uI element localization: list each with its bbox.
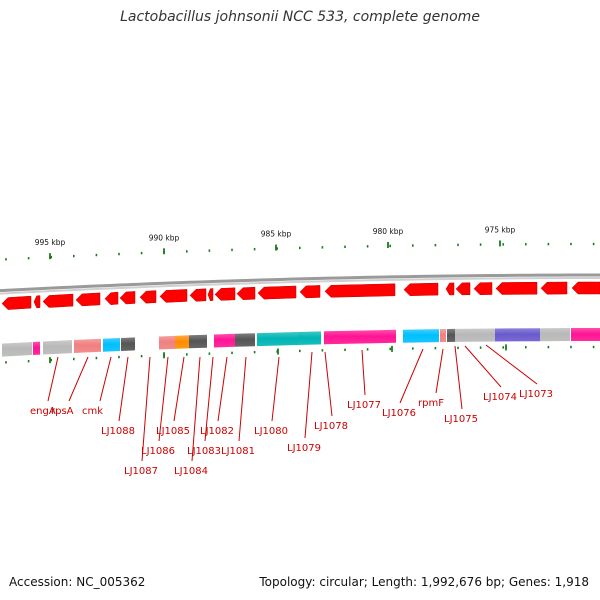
feature-bar [33,341,40,355]
feature-bar [189,334,207,349]
backbone-line-shadow [0,277,600,295]
gene-arrow [75,292,101,307]
feature-bar [2,342,32,357]
feature-bar [121,337,135,351]
line-LJ1079 [304,351,313,439]
gene-arrow [257,285,297,300]
feature-bar [447,328,455,342]
line-LJ1075 [454,345,463,410]
line-LJ1085 [173,356,185,422]
gene-label: LJ1083 [187,446,221,457]
gene-arrow [189,288,207,302]
feature-bar [103,338,120,352]
gene-label: LJ1080 [254,426,288,437]
gene-label: rpsA [51,406,74,417]
line-LJ1082 [217,356,228,422]
gene-label: rpmF [418,398,444,409]
gene-label: LJ1075 [444,414,478,425]
genome-title: Lactobacillus johnsonii NCC 533, complet… [120,9,480,25]
gene-arrow [42,293,74,308]
line-LJ1083 [204,356,214,442]
feature-bar [540,328,570,342]
line-LJ1084 [191,356,201,462]
gene-arrow [119,291,136,305]
gene-label: LJ1079 [287,443,321,454]
gene-arrow [1,295,32,310]
gene-arrow [324,283,396,298]
gene-arrow [207,288,214,301]
gene-arrow [104,291,119,305]
gene-label: LJ1088 [101,426,135,437]
line-LJ1081 [238,356,247,442]
gene-label: LJ1087 [124,466,158,477]
feature-bar [175,335,189,349]
gene-arrow [236,286,256,300]
feature-bar [214,333,235,348]
gene-arrow [214,287,236,301]
gene-arrow [495,281,538,295]
gene-label: LJ1076 [382,408,416,419]
line-LJ1078 [324,351,333,417]
line-LJ1080 [271,356,280,422]
feature-bar [257,332,298,347]
backbone-line [0,273,600,293]
gene-arrow [139,290,157,304]
gene-label: LJ1084 [174,466,208,477]
gene-label: LJ1086 [141,446,175,457]
line-LJ1088 [118,356,129,422]
feature-bar [235,333,255,347]
feature-bar [455,328,495,342]
line-LJ1077 [361,349,366,396]
gene-label: LJ1074 [483,392,517,403]
gene-arrow [299,285,321,299]
gene-label: engA [30,406,56,417]
gene-label: LJ1078 [314,421,348,432]
line-LJ1086 [158,356,169,442]
gene-label: cmk [82,406,103,417]
gene-arrow [403,282,439,296]
feature-bar [403,329,439,343]
gene-arrow [159,289,188,303]
line-rpmF [435,348,444,394]
line-cmk [99,356,112,402]
feature-bar [324,329,396,345]
feature-bar [571,328,600,341]
gene-arrow [473,282,493,295]
gene-label: LJ1077 [347,400,381,411]
gene-label: LJ1085 [156,426,190,437]
gene-label: LJ1081 [221,446,255,457]
scale-label: 995 kbp [35,238,66,247]
line-LJ1087 [141,356,151,462]
feature-bar [440,329,446,343]
scale-label: 975 kbp [485,225,516,234]
scale-label: 990 kbp [149,233,180,242]
line-LJ1076 [399,348,424,404]
gene-label: LJ1073 [519,389,553,400]
gene-arrow [455,282,471,296]
line-rpsA [68,356,89,402]
scale-label: 985 kbp [261,230,292,239]
line-engA [47,356,59,402]
line-LJ1073 [485,344,538,385]
feature-bar [43,340,72,355]
feature-bar [159,335,175,350]
line-LJ1074 [464,345,502,388]
gene-arrow [445,282,455,296]
feature-bar [298,331,321,345]
scale-label: 980 kbp [373,227,404,236]
gene-arrow [540,281,568,295]
accession-text: Accession: NC_005362 [9,575,146,589]
gene-arrow [33,295,41,309]
feature-bar [74,338,101,353]
genome-summary-text: Topology: circular; Length: 1,992,676 bp… [259,575,589,589]
gene-label: LJ1082 [200,426,234,437]
gene-arrow [571,281,600,295]
feature-bar [495,328,540,342]
